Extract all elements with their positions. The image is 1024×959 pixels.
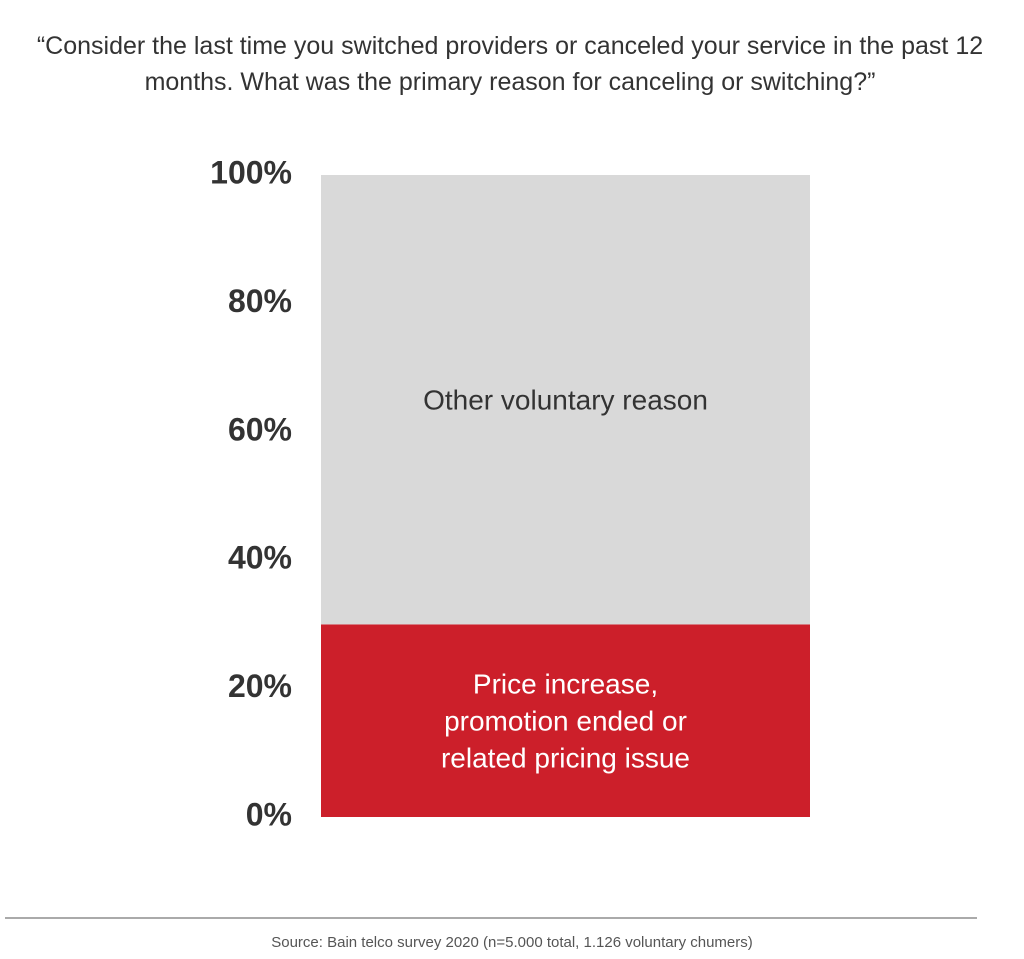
bar-segment — [321, 624, 810, 817]
y-tick-label: 20% — [228, 668, 292, 704]
chart-title: “Consider the last time you switched pro… — [36, 32, 984, 96]
y-tick-label: 80% — [228, 283, 292, 319]
y-tick-label: 60% — [228, 411, 292, 447]
segment-label: Price increase, promotion ended or relat… — [440, 668, 691, 774]
segment-label: Other voluntary reason — [423, 384, 708, 416]
y-tick-label: 100% — [210, 154, 292, 190]
source-note: Source: Bain telco survey 2020 (n=5.000 … — [271, 934, 753, 951]
y-tick-label: 40% — [228, 540, 292, 576]
bar-segment — [321, 175, 810, 625]
y-tick-label: 0% — [246, 796, 292, 832]
